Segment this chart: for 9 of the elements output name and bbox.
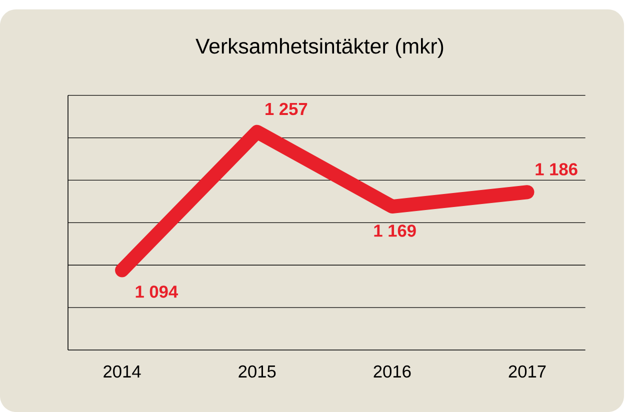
x-tick-label: 2017 — [508, 365, 546, 378]
x-tick-label: 2015 — [238, 365, 276, 378]
data-label: 1 169 — [374, 224, 416, 237]
x-tick-label: 2014 — [104, 365, 141, 378]
x-tick-label: 2016 — [374, 365, 411, 378]
data-label: 1 186 — [536, 163, 578, 176]
data-label: 1 094 — [136, 286, 178, 298]
data-label: 1 257 — [266, 102, 308, 116]
chart-title: Verksamhetsintäkter (mkr) — [196, 38, 444, 58]
